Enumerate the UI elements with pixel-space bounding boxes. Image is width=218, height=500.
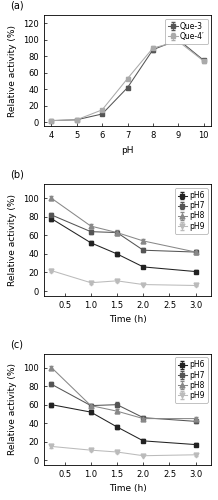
Text: (a): (a) (10, 0, 24, 10)
Legend: pH6, pH7, pH8, pH9: pH6, pH7, pH8, pH9 (175, 188, 208, 234)
Y-axis label: Relative activity (%): Relative activity (%) (9, 364, 17, 456)
Y-axis label: Relative activity (%): Relative activity (%) (9, 24, 17, 116)
Legend: Que-3, Que-4′: Que-3, Que-4′ (165, 19, 208, 44)
X-axis label: Time (h): Time (h) (109, 484, 146, 494)
Y-axis label: Relative activity (%): Relative activity (%) (9, 194, 17, 286)
Text: (b): (b) (10, 170, 24, 180)
X-axis label: Time (h): Time (h) (109, 315, 146, 324)
X-axis label: pH: pH (121, 146, 134, 155)
Text: (c): (c) (10, 339, 23, 349)
Legend: pH6, pH7, pH8, pH9: pH6, pH7, pH8, pH9 (175, 358, 208, 403)
